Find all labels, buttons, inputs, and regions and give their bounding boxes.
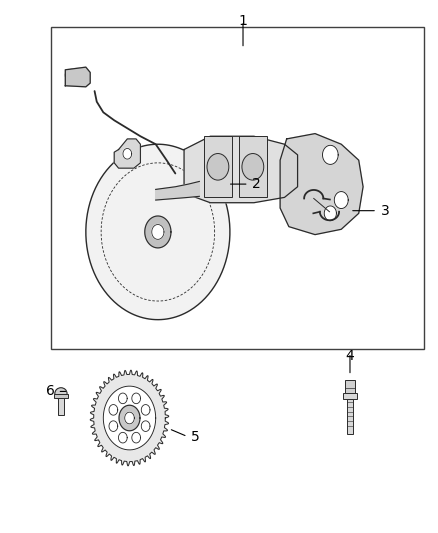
Text: 2: 2: [252, 177, 261, 191]
Polygon shape: [109, 405, 118, 415]
Circle shape: [242, 154, 264, 180]
Bar: [204, 136, 232, 197]
Polygon shape: [184, 136, 297, 203]
Polygon shape: [86, 144, 230, 320]
Polygon shape: [132, 393, 141, 403]
Bar: [51, 27, 424, 349]
Polygon shape: [118, 432, 127, 443]
Polygon shape: [132, 432, 141, 443]
Bar: [54, 393, 68, 398]
Bar: [58, 398, 64, 415]
Text: 5: 5: [191, 430, 199, 443]
Text: 3: 3: [381, 204, 389, 217]
Polygon shape: [118, 393, 127, 403]
Polygon shape: [145, 216, 171, 248]
Bar: [345, 379, 355, 393]
Text: 1: 1: [239, 14, 247, 28]
Text: 6: 6: [46, 384, 55, 399]
Polygon shape: [155, 181, 199, 200]
Polygon shape: [123, 149, 132, 159]
Ellipse shape: [65, 69, 89, 86]
Polygon shape: [90, 370, 169, 466]
Circle shape: [207, 154, 229, 180]
Polygon shape: [141, 421, 150, 431]
Polygon shape: [103, 386, 155, 450]
Text: 4: 4: [346, 349, 354, 363]
Polygon shape: [119, 405, 140, 431]
Polygon shape: [280, 134, 363, 235]
Bar: [347, 399, 353, 434]
Polygon shape: [114, 139, 141, 168]
Polygon shape: [322, 146, 338, 164]
Polygon shape: [324, 206, 336, 221]
Polygon shape: [125, 412, 134, 424]
Polygon shape: [65, 67, 90, 87]
Polygon shape: [109, 421, 118, 431]
Polygon shape: [152, 224, 164, 239]
Ellipse shape: [55, 387, 67, 399]
Bar: [343, 393, 357, 399]
Polygon shape: [334, 191, 348, 208]
Bar: [239, 136, 267, 197]
Polygon shape: [141, 405, 150, 415]
